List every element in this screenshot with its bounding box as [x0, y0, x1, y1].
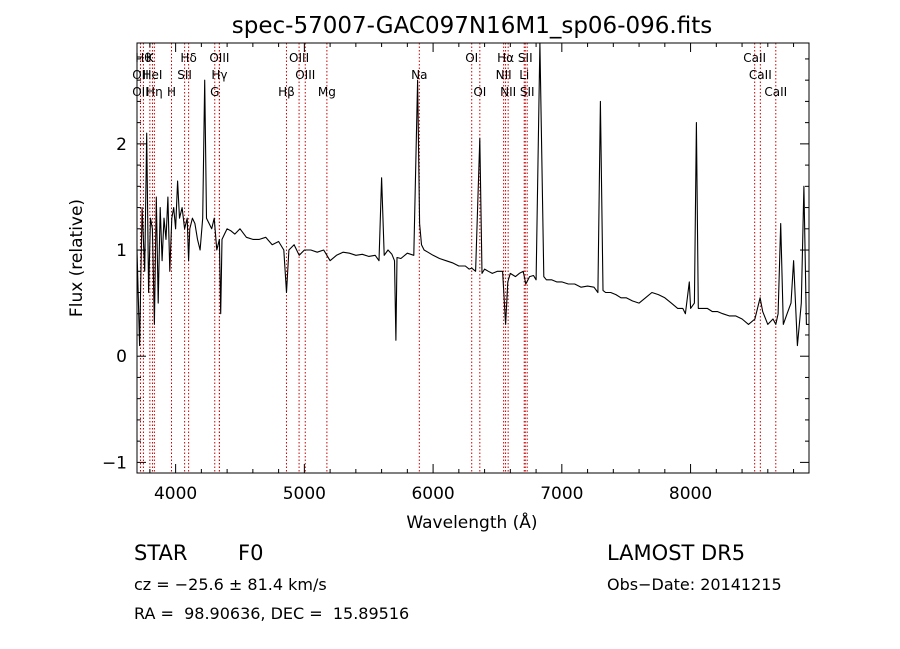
y-axis-label: Flux (relative): [67, 199, 87, 317]
marker-label-19: Hα: [497, 51, 514, 65]
x-axis-label: Wavelength (Å): [406, 511, 537, 533]
marker-label-18: OI: [473, 85, 486, 99]
marker-label-25: CaII: [743, 51, 766, 65]
marker-label-1: OII: [132, 68, 149, 82]
marker-label-10: Hγ: [211, 68, 227, 82]
y-tick-label-1: 0: [116, 347, 127, 367]
observation-date: Obs−Date: 20141215: [607, 575, 782, 594]
marker-label-22: SII: [518, 51, 533, 65]
x-tick-label-0: 4000: [154, 484, 197, 504]
marker-label-6: H: [167, 85, 176, 99]
marker-label-0: Hθ: [135, 51, 151, 65]
spectrum-series: [136, 42, 809, 347]
marker-label-16: Na: [411, 68, 427, 82]
marker-label-21: NII: [500, 85, 516, 99]
chart-title: spec-57007-GAC097N16M1_sp06-096.fits: [232, 13, 712, 39]
marker-label-12: Hβ: [278, 85, 295, 99]
marker-label-11: G: [210, 85, 219, 99]
marker-label-7: Hδ: [180, 51, 196, 65]
object-subclass: F0: [238, 541, 264, 565]
marker-label-24: SII: [520, 85, 535, 99]
emission-line-markers: [139, 43, 777, 473]
marker-label-23: Li: [519, 68, 529, 82]
marker-label-8: SII: [177, 68, 192, 82]
marker-label-2: OII: [132, 85, 149, 99]
marker-label-15: Mg: [318, 85, 336, 99]
x-tick-label-2: 6000: [411, 484, 454, 504]
survey-name: LAMOST DR5: [607, 541, 746, 565]
spectrum-line-0: [136, 42, 809, 347]
marker-label-27: CaII: [764, 85, 787, 99]
y-tick-label-3: 2: [116, 135, 127, 155]
marker-label-13: OIII: [289, 51, 309, 65]
marker-label-17: OI: [465, 51, 478, 65]
plot-frame: [136, 42, 810, 474]
marker-label-14: OIII: [295, 68, 315, 82]
ra-dec: RA = 98.90636, DEC = 15.89516: [134, 604, 410, 623]
marker-label-5: Hη: [146, 85, 163, 99]
marker-label-4: HeI: [142, 68, 162, 82]
axis-ticks: 4000 5000 6000 7000 8000 −1 0 1 2: [102, 43, 809, 504]
x-tick-label-4: 8000: [669, 484, 712, 504]
object-class: STAR: [134, 541, 188, 565]
marker-label-9: OIII: [209, 51, 229, 65]
y-tick-label-0: −1: [102, 453, 127, 473]
marker-label-20: NII: [496, 68, 512, 82]
y-tick-label-2: 1: [116, 241, 127, 261]
redshift-velocity: cz = −25.6 ± 81.4 km/s: [134, 575, 327, 594]
marker-label-3: K: [146, 51, 155, 65]
x-tick-label-1: 5000: [283, 484, 326, 504]
marker-label-26: CaII: [749, 68, 772, 82]
x-tick-label-3: 7000: [540, 484, 583, 504]
